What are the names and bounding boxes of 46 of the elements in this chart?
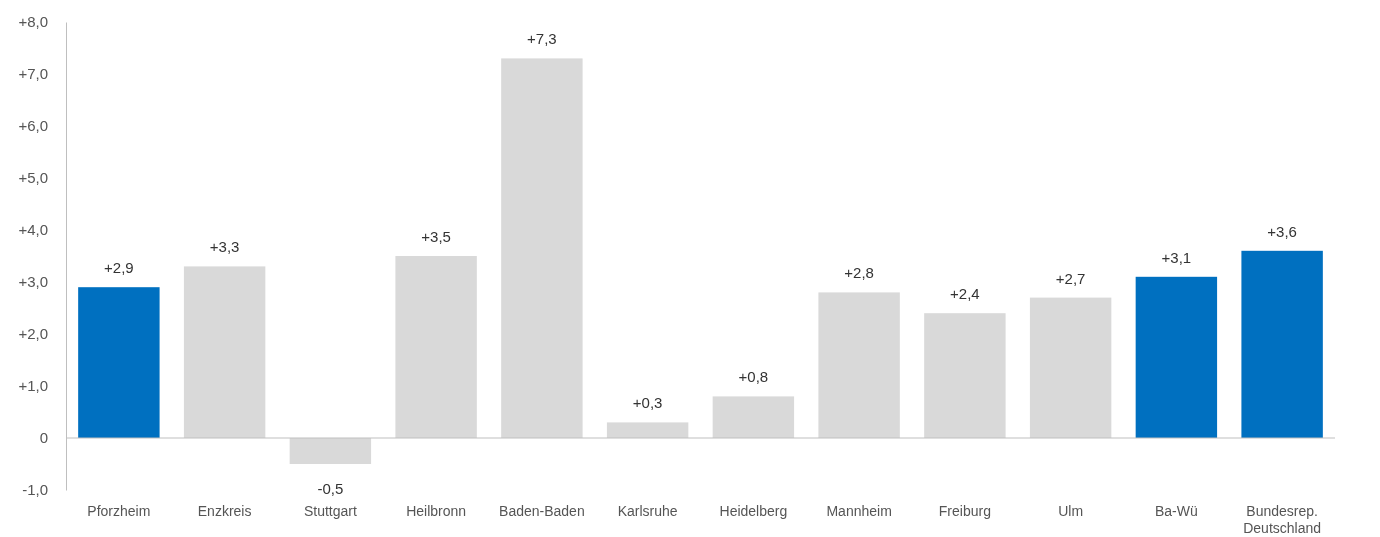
- y-tick-label: +6,0: [18, 117, 48, 135]
- y-tick-label: +2,0: [18, 325, 48, 343]
- x-tick-label: Pforzheim: [87, 503, 151, 519]
- y-tick-label: +1,0: [18, 377, 48, 395]
- x-tick-label: Bundesrep. Deutschland: [1243, 503, 1322, 536]
- bar: [924, 313, 1006, 438]
- data-label: +3,6: [1267, 222, 1297, 240]
- x-tick-label: Stuttgart: [303, 503, 357, 519]
- data-label: +2,4: [950, 285, 980, 303]
- y-tick-label: 0: [39, 429, 48, 447]
- data-label: +7,3: [527, 30, 557, 48]
- bar: [183, 266, 266, 438]
- y-tick-label: +3,0: [18, 273, 48, 291]
- data-label: -0,5: [317, 480, 344, 497]
- data-label: +3,1: [1161, 248, 1192, 266]
- data-label: +0,3: [632, 394, 663, 412]
- bar: [818, 292, 900, 438]
- data-label: +3,3: [209, 238, 240, 256]
- bar: [289, 438, 372, 464]
- bar: [395, 256, 477, 438]
- bar: [1135, 276, 1218, 438]
- x-tick-label: Ulm: [1058, 503, 1084, 519]
- y-tick-label: +4,0: [18, 221, 48, 239]
- x-tick-label: Baden-Baden: [499, 503, 585, 519]
- x-tick-label: Heidelberg: [719, 503, 788, 519]
- data-label: +3,5: [421, 228, 451, 245]
- y-tick-label: -1,0: [22, 481, 48, 499]
- x-tick-label: Karlsruhe: [617, 503, 678, 519]
- bar: [712, 396, 795, 438]
- x-tick-label: Enzkreis: [197, 503, 252, 519]
- x-tick-label: Ba-Wü: [1154, 503, 1198, 519]
- bar: [78, 287, 160, 438]
- y-tick-label: +5,0: [18, 169, 48, 187]
- bar: [501, 58, 583, 438]
- bar: [606, 422, 689, 438]
- bar: [1029, 297, 1112, 438]
- data-label: +2,9: [104, 259, 134, 277]
- bar: [1241, 250, 1323, 438]
- y-tick-label: +8,0: [18, 13, 48, 31]
- y-tick-label: +7,0: [18, 65, 48, 83]
- data-label: +0,8: [738, 368, 769, 386]
- x-tick-label: Heilbronn: [406, 503, 467, 519]
- x-tick-label: Mannheim: [826, 503, 892, 519]
- x-tick-label: Freiburg: [938, 503, 991, 519]
- data-label: +2,7: [1055, 269, 1086, 287]
- data-label: +2,8: [844, 264, 874, 282]
